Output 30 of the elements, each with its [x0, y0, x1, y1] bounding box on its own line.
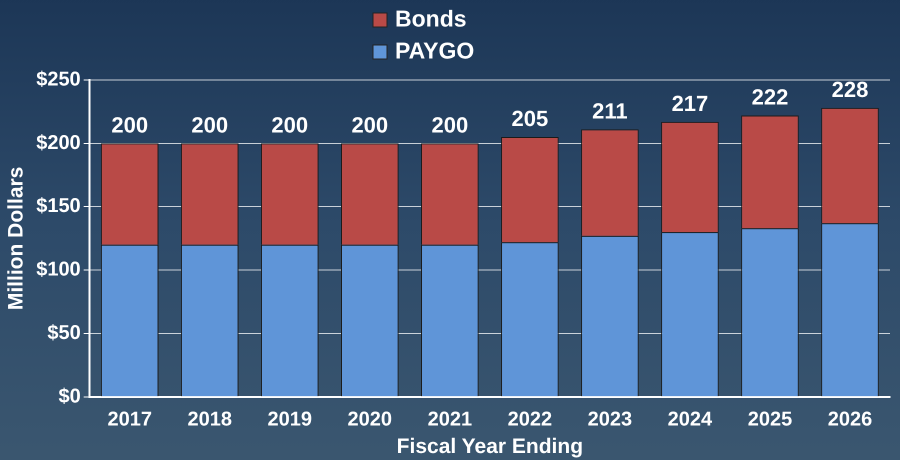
x-tick-label: 2019	[268, 408, 312, 430]
x-tick-label: 2026	[828, 408, 872, 430]
total-label: 200	[351, 112, 388, 138]
y-tick-label: $200	[36, 132, 81, 154]
y-axis-title: Million Dollars	[4, 166, 28, 310]
y-tick-label: $100	[36, 258, 81, 281]
x-axis-title: Fiscal Year Ending	[396, 435, 584, 458]
total-label: 217	[672, 90, 708, 116]
total-label: 200	[111, 112, 148, 138]
x-tick-label: 2022	[508, 408, 552, 430]
x-tick-label: 2024	[668, 408, 714, 430]
total-label: 228	[832, 76, 868, 102]
x-tick-label: 2021	[428, 408, 472, 430]
y-tick-label: $150	[36, 195, 81, 218]
legend-label: PAYGO	[395, 37, 474, 64]
x-tick-label: 2017	[107, 408, 152, 430]
total-label: 200	[271, 112, 308, 138]
total-label: 205	[512, 106, 548, 132]
total-label: 222	[752, 84, 788, 110]
x-tick-label: 2018	[187, 408, 232, 430]
y-tick-label: $250	[36, 68, 81, 91]
x-tick-label: 2023	[588, 408, 632, 430]
total-label: 200	[431, 112, 468, 138]
x-tick-label: 2025	[748, 408, 792, 430]
y-tick-label: $0	[58, 385, 81, 408]
legend-label: Bonds	[395, 5, 467, 32]
total-label: 211	[592, 98, 628, 124]
x-tick-label: 2020	[348, 408, 392, 430]
y-tick-label: $50	[47, 322, 81, 344]
total-label: 200	[191, 112, 228, 138]
